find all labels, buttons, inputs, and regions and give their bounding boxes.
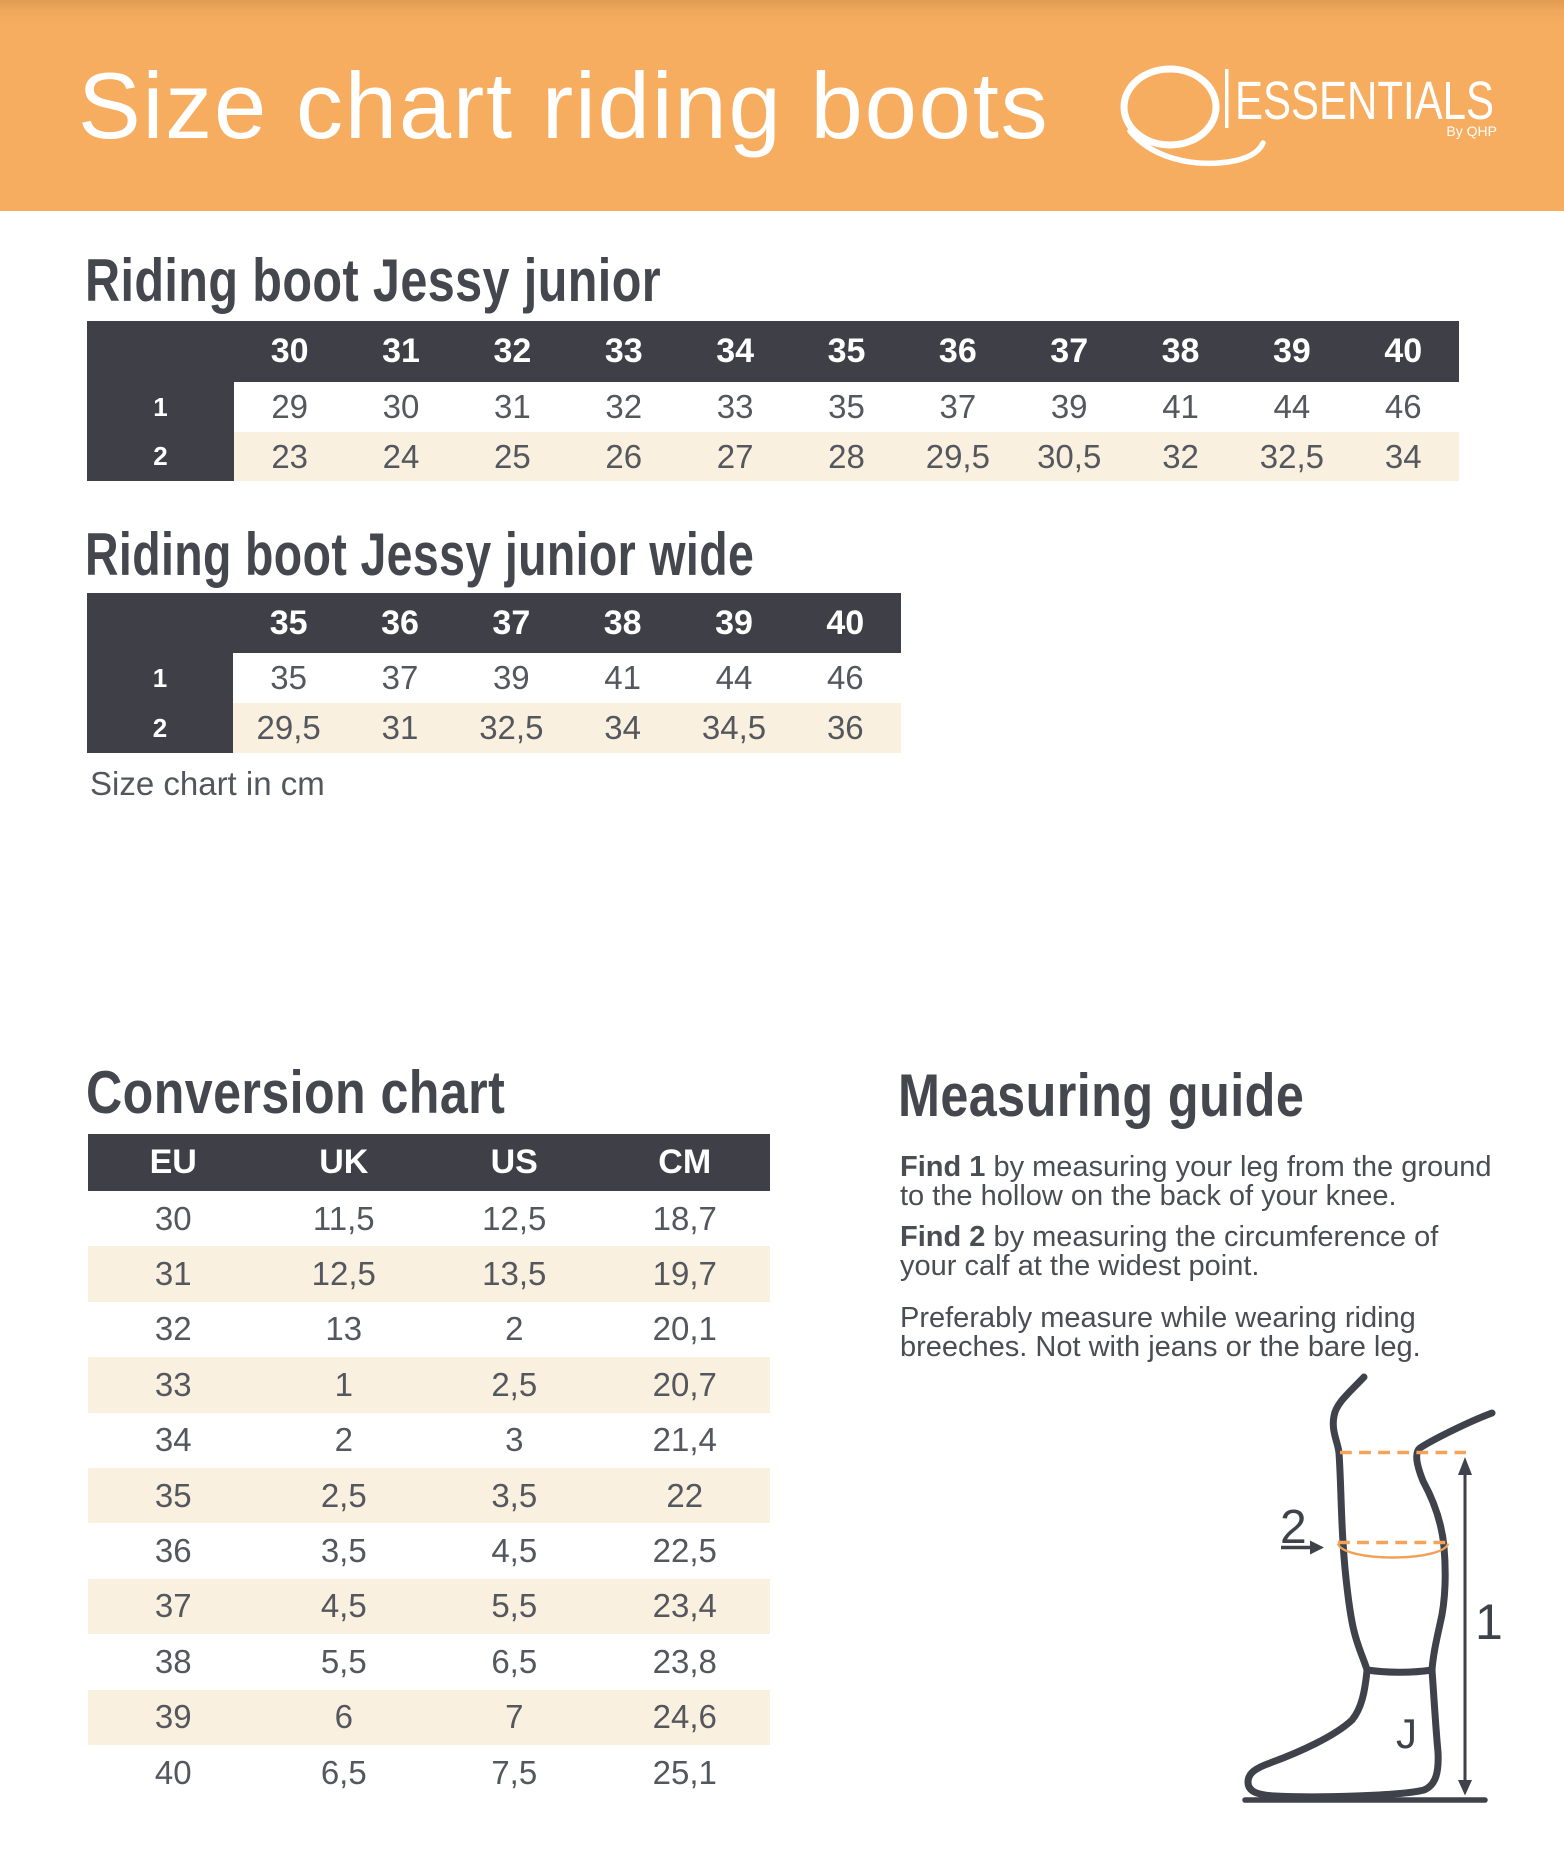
svg-text:J: J [1396, 1710, 1417, 1757]
svg-text:By QHP: By QHP [1446, 123, 1497, 139]
svg-text:1: 1 [1475, 1594, 1503, 1650]
svg-text:2: 2 [1280, 1501, 1307, 1554]
svg-text:ESSENTIALS: ESSENTIALS [1235, 71, 1494, 131]
